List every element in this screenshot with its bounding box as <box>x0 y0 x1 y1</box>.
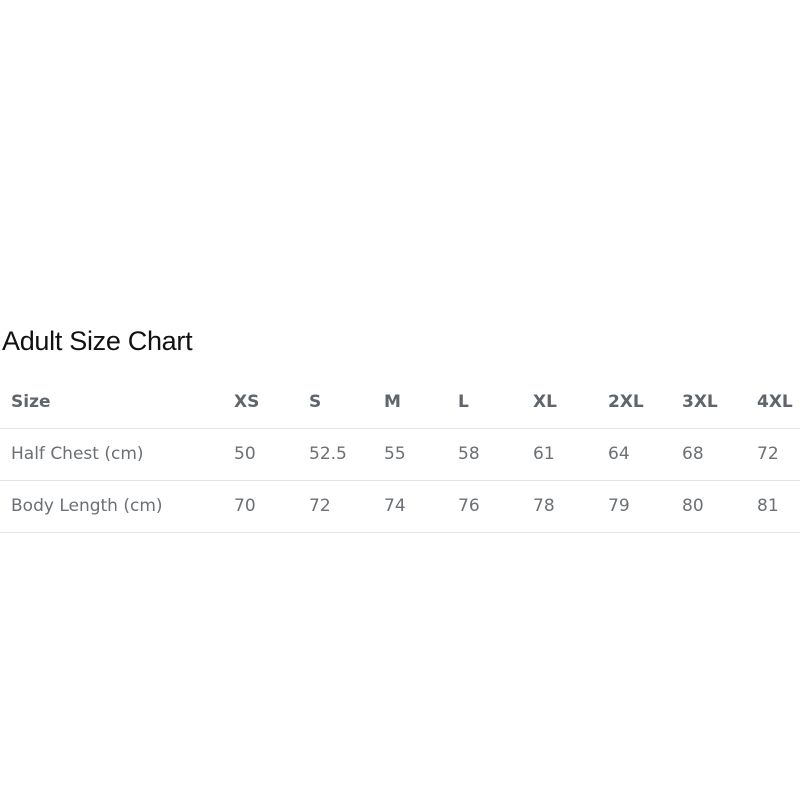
table-header-row: Size XS S M L XL 2XL 3XL 4XL <box>0 376 800 429</box>
table-cell: 81 <box>757 496 779 516</box>
column-header: 3XL <box>682 392 718 412</box>
column-header: XS <box>234 392 260 412</box>
row-label: Half Chest (cm) <box>11 444 144 464</box>
table-cell: 55 <box>384 444 406 464</box>
table-cell: 79 <box>608 496 630 516</box>
table-cell: 70 <box>234 496 256 516</box>
table-cell: 64 <box>608 444 630 464</box>
table-cell: 50 <box>234 444 256 464</box>
table-cell: 58 <box>458 444 480 464</box>
column-header: M <box>384 392 401 412</box>
column-header: 4XL <box>757 392 793 412</box>
table-cell: 68 <box>682 444 704 464</box>
column-header: XL <box>533 392 557 412</box>
column-header: 2XL <box>608 392 644 412</box>
table-cell: 80 <box>682 496 704 516</box>
table-cell: 74 <box>384 496 406 516</box>
table-cell: 72 <box>309 496 331 516</box>
table-cell: 78 <box>533 496 555 516</box>
column-header: L <box>458 392 469 412</box>
table-cell: 76 <box>458 496 480 516</box>
table-cell: 52.5 <box>309 444 347 464</box>
column-header: S <box>309 392 322 412</box>
column-header: Size <box>11 392 51 412</box>
page-title: Adult Size Chart <box>2 326 193 356</box>
row-label: Body Length (cm) <box>11 496 163 516</box>
table-row: Half Chest (cm) 50 52.5 55 58 61 64 68 72 <box>0 428 800 481</box>
table-cell: 72 <box>757 444 779 464</box>
table-row: Body Length (cm) 70 72 74 76 78 79 80 81 <box>0 480 800 533</box>
table-cell: 61 <box>533 444 555 464</box>
